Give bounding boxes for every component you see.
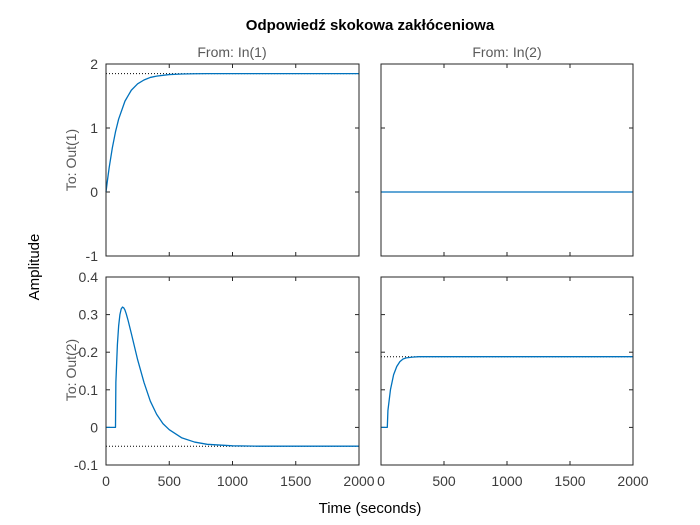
axes-frame xyxy=(105,63,360,257)
y-tick-label: 0 xyxy=(90,419,98,435)
x-tick-label: 500 xyxy=(158,473,182,489)
plot-area-r2c2 xyxy=(381,277,633,465)
y-axis-label: Amplitude xyxy=(26,234,43,301)
response-line xyxy=(106,306,359,447)
y-tick-label: -0.1 xyxy=(74,457,98,473)
y-tick-label: 0 xyxy=(90,184,98,200)
y-tick-label: 1 xyxy=(90,120,98,136)
x-tick-label: 2000 xyxy=(617,473,648,489)
y-tick-label: 0.1 xyxy=(79,382,99,398)
row-label-out2: To: Out(2) xyxy=(63,339,79,401)
response-line xyxy=(105,72,359,193)
x-axis-label: Time (seconds) xyxy=(319,500,422,517)
row-label-out1: To: Out(1) xyxy=(63,129,79,191)
x-tick-label: 0 xyxy=(377,473,385,489)
x-tick-label: 2000 xyxy=(343,473,374,489)
y-tick-label: 2 xyxy=(90,56,98,72)
x-tick-label: 0 xyxy=(102,473,110,489)
x-tick-label: 500 xyxy=(432,473,456,489)
y-tick-label: 0.4 xyxy=(79,269,99,285)
response-line xyxy=(381,356,633,429)
plot-area-r1c2 xyxy=(381,64,633,256)
axes-frame xyxy=(380,63,634,257)
x-tick-label: 1500 xyxy=(280,473,311,489)
y-tick-label: -1 xyxy=(86,248,99,264)
subplot-r1c1: -1 0 1 2 xyxy=(86,56,360,264)
subplot-r1c2 xyxy=(380,63,634,257)
chart-title: Odpowiedź skokowa zakłóceniowa xyxy=(246,17,495,34)
subplot-r2c1: -0.100.10.20.30.40 500 1000 1500 2000 xyxy=(74,269,375,489)
axes-frame xyxy=(105,276,360,466)
subplot-r2c2: 0 500 1000 1500 2000 xyxy=(377,276,649,489)
y-tick-label: 0.3 xyxy=(79,307,99,323)
plot-area-r1c1 xyxy=(106,64,359,256)
x-tick-label: 1000 xyxy=(217,473,248,489)
column-label-in2: From: In(2) xyxy=(472,44,541,60)
column-label-in1: From: In(1) xyxy=(197,44,266,60)
plot-area-r2c1 xyxy=(106,277,359,465)
axes-frame xyxy=(380,276,634,466)
x-tick-label: 1000 xyxy=(491,473,522,489)
y-tick-label: 0.2 xyxy=(79,344,99,360)
x-tick-label: 1500 xyxy=(554,473,585,489)
